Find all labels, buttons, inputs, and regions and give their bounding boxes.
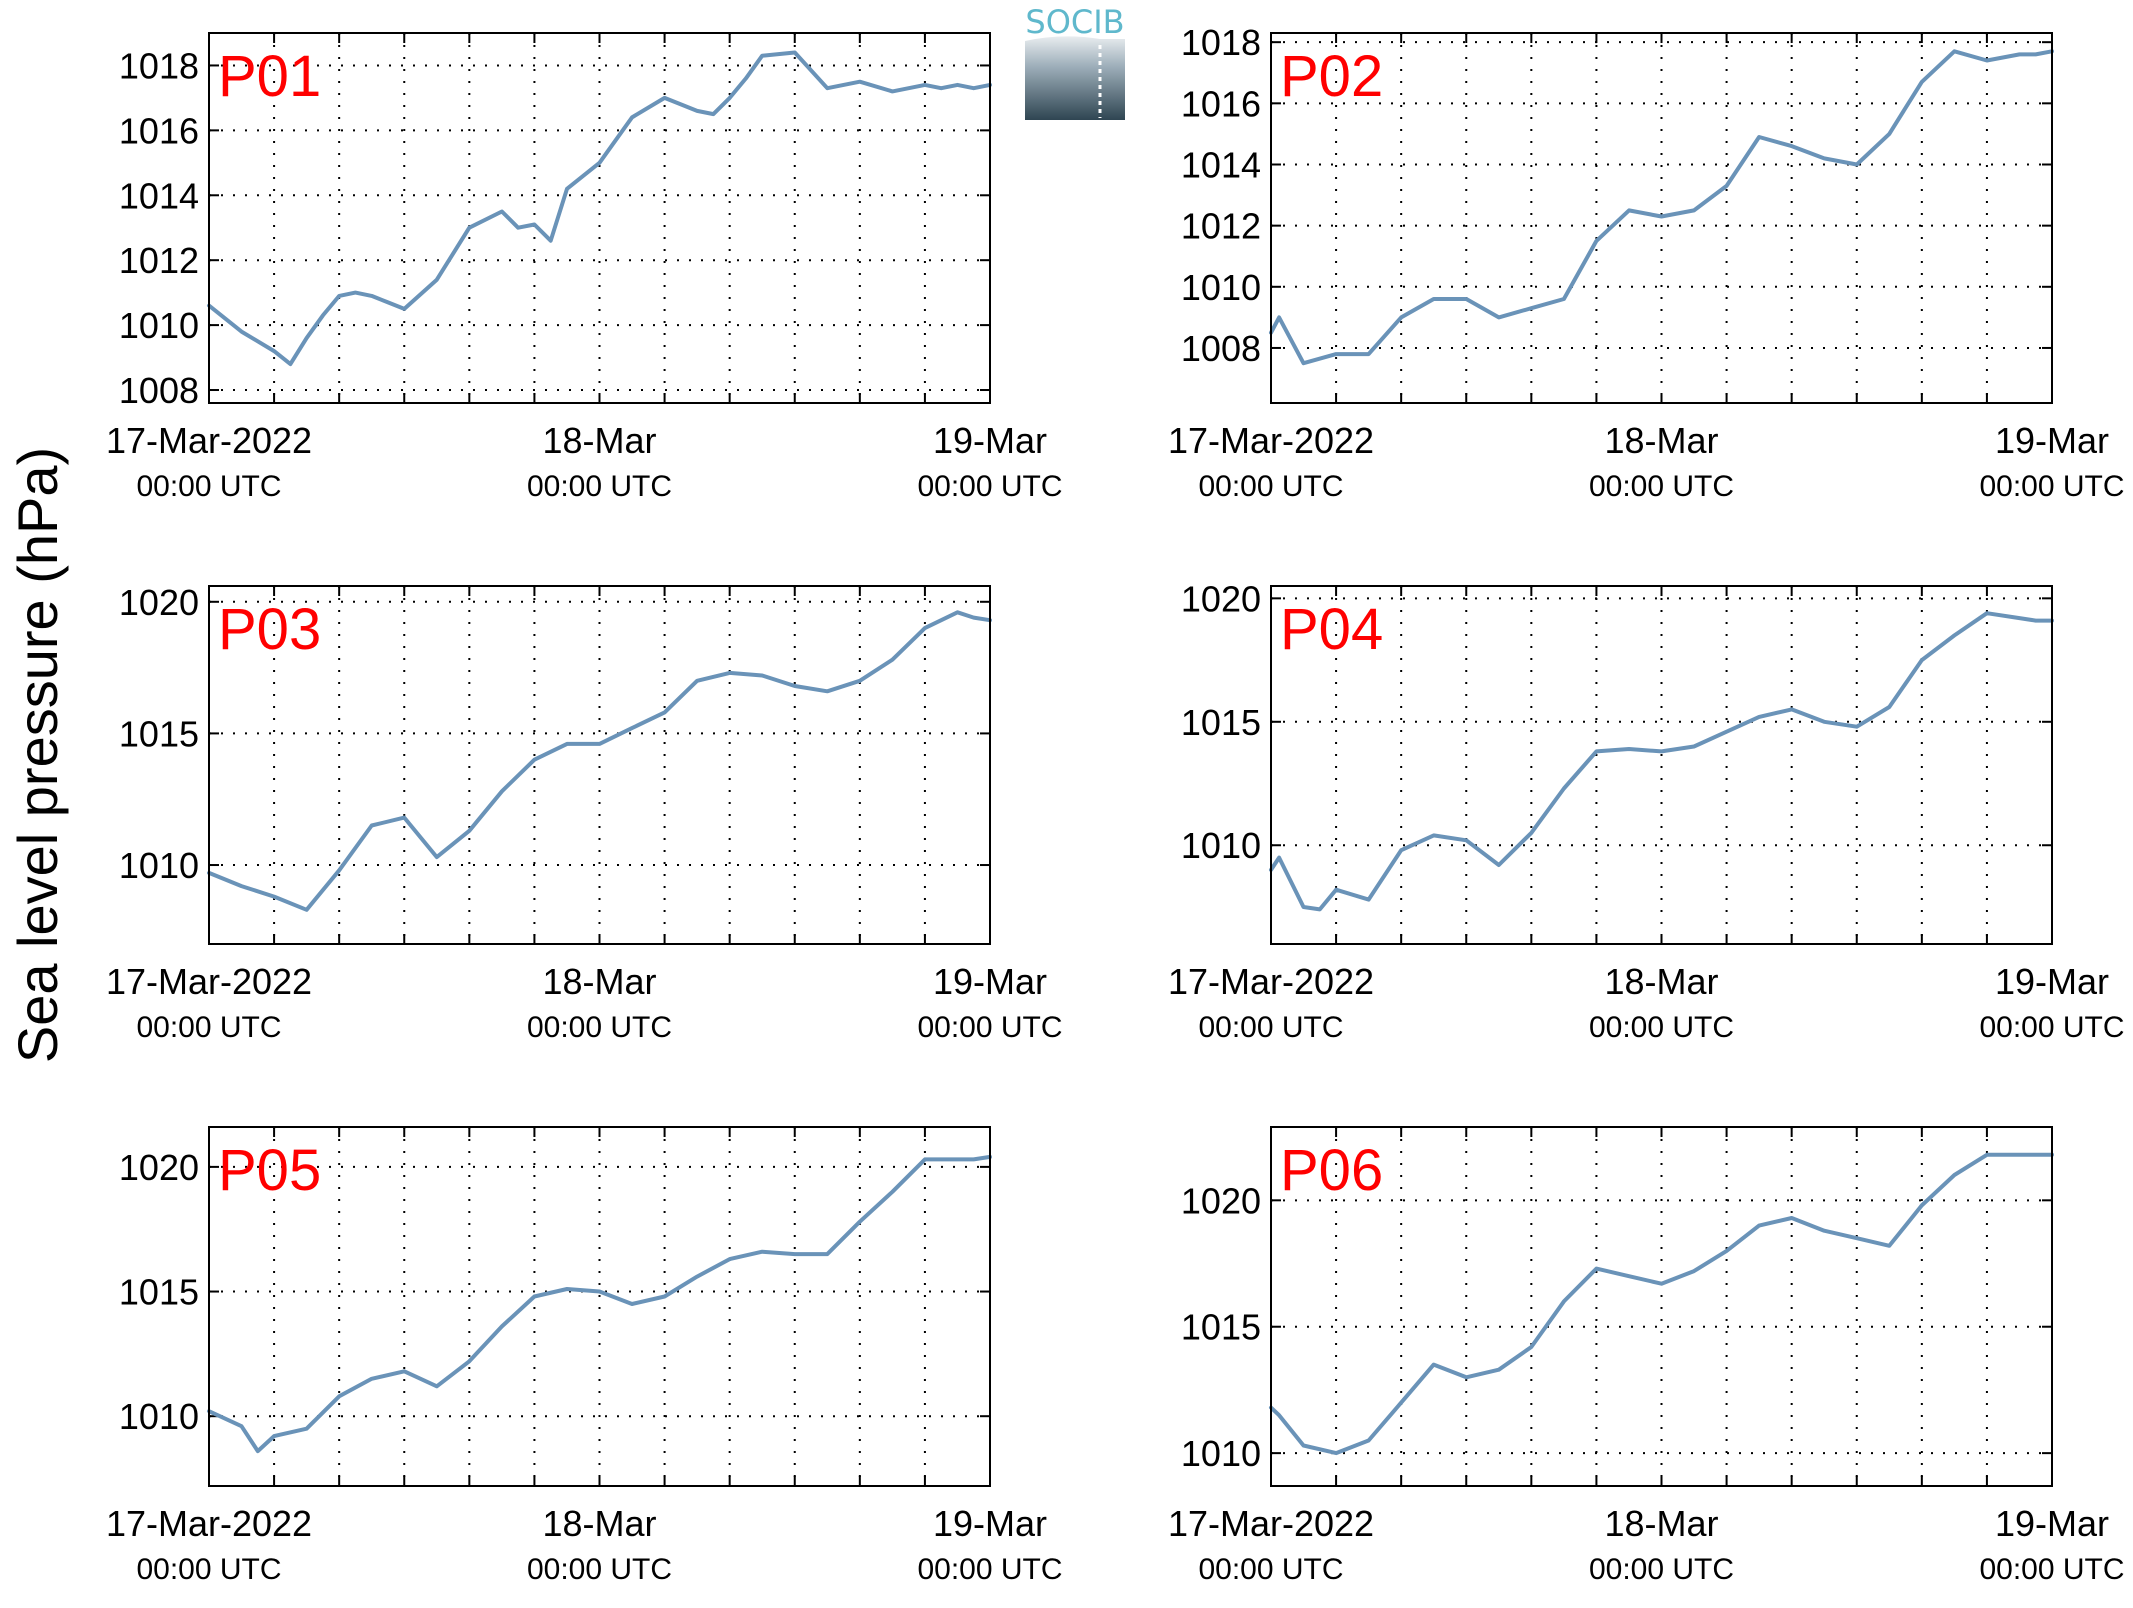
x-tick-label: 18-Mar	[542, 420, 656, 461]
y-tick-label: 1008	[119, 370, 199, 411]
x-tick-sublabel: 00:00 UTC	[1589, 470, 1734, 503]
y-tick-label: 1018	[119, 45, 199, 86]
chart-panel-p03: 1010 1015 1020 17-Mar-2022 00:00 UTC 18-Mar 00…	[106, 582, 1063, 1044]
x-tick-label: 17-Mar-2022	[1168, 1503, 1374, 1544]
axes-frame	[1270, 1126, 2053, 1487]
y-tick-label: 1020	[119, 582, 199, 623]
x-tick-label: 17-Mar-2022	[1168, 420, 1374, 461]
axes-frame	[208, 32, 991, 404]
x-tick-sublabel: 00:00 UTC	[1198, 1011, 1343, 1044]
x-tick-sublabel: 00:00 UTC	[917, 1553, 1062, 1586]
y-tick-label: 1014	[1181, 144, 1261, 185]
x-tick-label: 18-Mar	[542, 1503, 656, 1544]
panel-label: P04	[1280, 597, 1383, 662]
x-tick-sublabel: 00:00 UTC	[1979, 470, 2124, 503]
x-tick-sublabel: 00:00 UTC	[136, 1011, 281, 1044]
x-tick-sublabel: 00:00 UTC	[1979, 1553, 2124, 1586]
x-tick-sublabel: 00:00 UTC	[527, 1011, 672, 1044]
x-tick-label: 17-Mar-2022	[106, 1503, 312, 1544]
series-line	[207, 610, 992, 912]
x-tick-label: 18-Mar	[1604, 961, 1718, 1002]
x-tick-sublabel: 00:00 UTC	[1589, 1011, 1734, 1044]
y-tick-label: 1010	[1181, 825, 1261, 866]
chart-panel-p01: 1008 1010 1012 1014 1016 1018 17-Mar-2022 00:00…	[106, 32, 1063, 503]
y-tick-label: 1010	[1181, 1433, 1261, 1474]
x-tick-label: 19-Mar	[1995, 1503, 2109, 1544]
series-line	[207, 50, 992, 367]
x-tick-sublabel: 00:00 UTC	[1589, 1553, 1734, 1586]
x-tick-label: 17-Mar-2022	[106, 420, 312, 461]
series-line	[1269, 1152, 2054, 1456]
axes-frame	[208, 585, 991, 945]
x-tick-sublabel: 00:00 UTC	[136, 470, 281, 503]
y-tick-label: 1015	[119, 1272, 199, 1313]
chart-panel-p02: 1008 1010 1012 1014 1016 1018 17-Mar-2022 00:00…	[1168, 22, 2125, 503]
x-tick-sublabel: 00:00 UTC	[917, 1011, 1062, 1044]
y-tick-label: 1010	[119, 1396, 199, 1437]
y-tick-label: 1010	[119, 845, 199, 886]
plot-area	[1271, 586, 2052, 944]
x-tick-label: 18-Mar	[1604, 420, 1718, 461]
y-tick-label: 1014	[119, 175, 199, 216]
x-tick-label: 19-Mar	[1995, 420, 2109, 461]
x-tick-sublabel: 00:00 UTC	[1198, 1553, 1343, 1586]
x-tick-label: 19-Mar	[933, 1503, 1047, 1544]
x-tick-sublabel: 00:00 UTC	[917, 470, 1062, 503]
y-tick-label: 1015	[1181, 1307, 1261, 1348]
series-line	[207, 1154, 992, 1454]
plot-area	[209, 1127, 990, 1486]
x-tick-label: 17-Mar-2022	[1168, 961, 1374, 1002]
y-tick-label: 1010	[1181, 267, 1261, 308]
y-tick-label: 1012	[119, 240, 199, 281]
y-axis-label: Sea level pressure (hPa)	[6, 447, 69, 1063]
socib-logo: SOCIB	[1025, 3, 1125, 120]
series-line	[1269, 611, 2054, 912]
x-tick-sublabel: 00:00 UTC	[136, 1553, 281, 1586]
chart-panel-p05: 1010 1015 1020 17-Mar-2022 00:00 UTC 18-Mar 00…	[106, 1126, 1063, 1586]
x-tick-sublabel: 00:00 UTC	[1198, 470, 1343, 503]
y-tick-label: 1008	[1181, 328, 1261, 369]
x-tick-label: 19-Mar	[933, 420, 1047, 461]
y-tick-label: 1012	[1181, 206, 1261, 247]
x-tick-sublabel: 00:00 UTC	[527, 1553, 672, 1586]
y-tick-label: 1015	[1181, 702, 1261, 743]
series-line	[1269, 49, 2054, 366]
y-tick-label: 1020	[119, 1147, 199, 1188]
axes-frame	[208, 1126, 991, 1487]
panel-label: P06	[1280, 1138, 1383, 1203]
axes-frame	[1270, 32, 2053, 404]
x-tick-label: 19-Mar	[933, 961, 1047, 1002]
y-tick-label: 1018	[1181, 22, 1261, 63]
axes-frame	[1270, 585, 2053, 945]
chart-panel-p04: 1010 1015 1020 17-Mar-2022 00:00 UTC 18-Mar 00…	[1168, 578, 2125, 1044]
x-tick-label: 17-Mar-2022	[106, 961, 312, 1002]
y-tick-label: 1020	[1181, 1180, 1261, 1221]
plot-area	[209, 33, 990, 403]
y-tick-label: 1010	[119, 305, 199, 346]
panel-label: P03	[218, 597, 321, 662]
panels: 1008 1010 1012 1014 1016 1018 17-Mar-2022 00:00…	[106, 22, 2125, 1586]
socib-logo-text: SOCIB	[1025, 3, 1124, 41]
chart-panel-p06: 1010 1015 1020 17-Mar-2022 00:00 UTC 18-Mar 00…	[1168, 1126, 2125, 1586]
x-tick-label: 18-Mar	[542, 961, 656, 1002]
y-tick-label: 1016	[119, 110, 199, 151]
plot-area	[209, 586, 990, 944]
y-tick-label: 1015	[119, 713, 199, 754]
plot-area	[1271, 1127, 2052, 1486]
panel-label: P01	[218, 44, 321, 109]
y-tick-label: 1020	[1181, 578, 1261, 619]
x-tick-label: 19-Mar	[1995, 961, 2109, 1002]
x-tick-label: 18-Mar	[1604, 1503, 1718, 1544]
x-tick-sublabel: 00:00 UTC	[527, 470, 672, 503]
x-tick-sublabel: 00:00 UTC	[1979, 1011, 2124, 1044]
panel-label: P05	[218, 1138, 321, 1203]
y-tick-label: 1016	[1181, 83, 1261, 124]
panel-label: P02	[1280, 44, 1383, 109]
